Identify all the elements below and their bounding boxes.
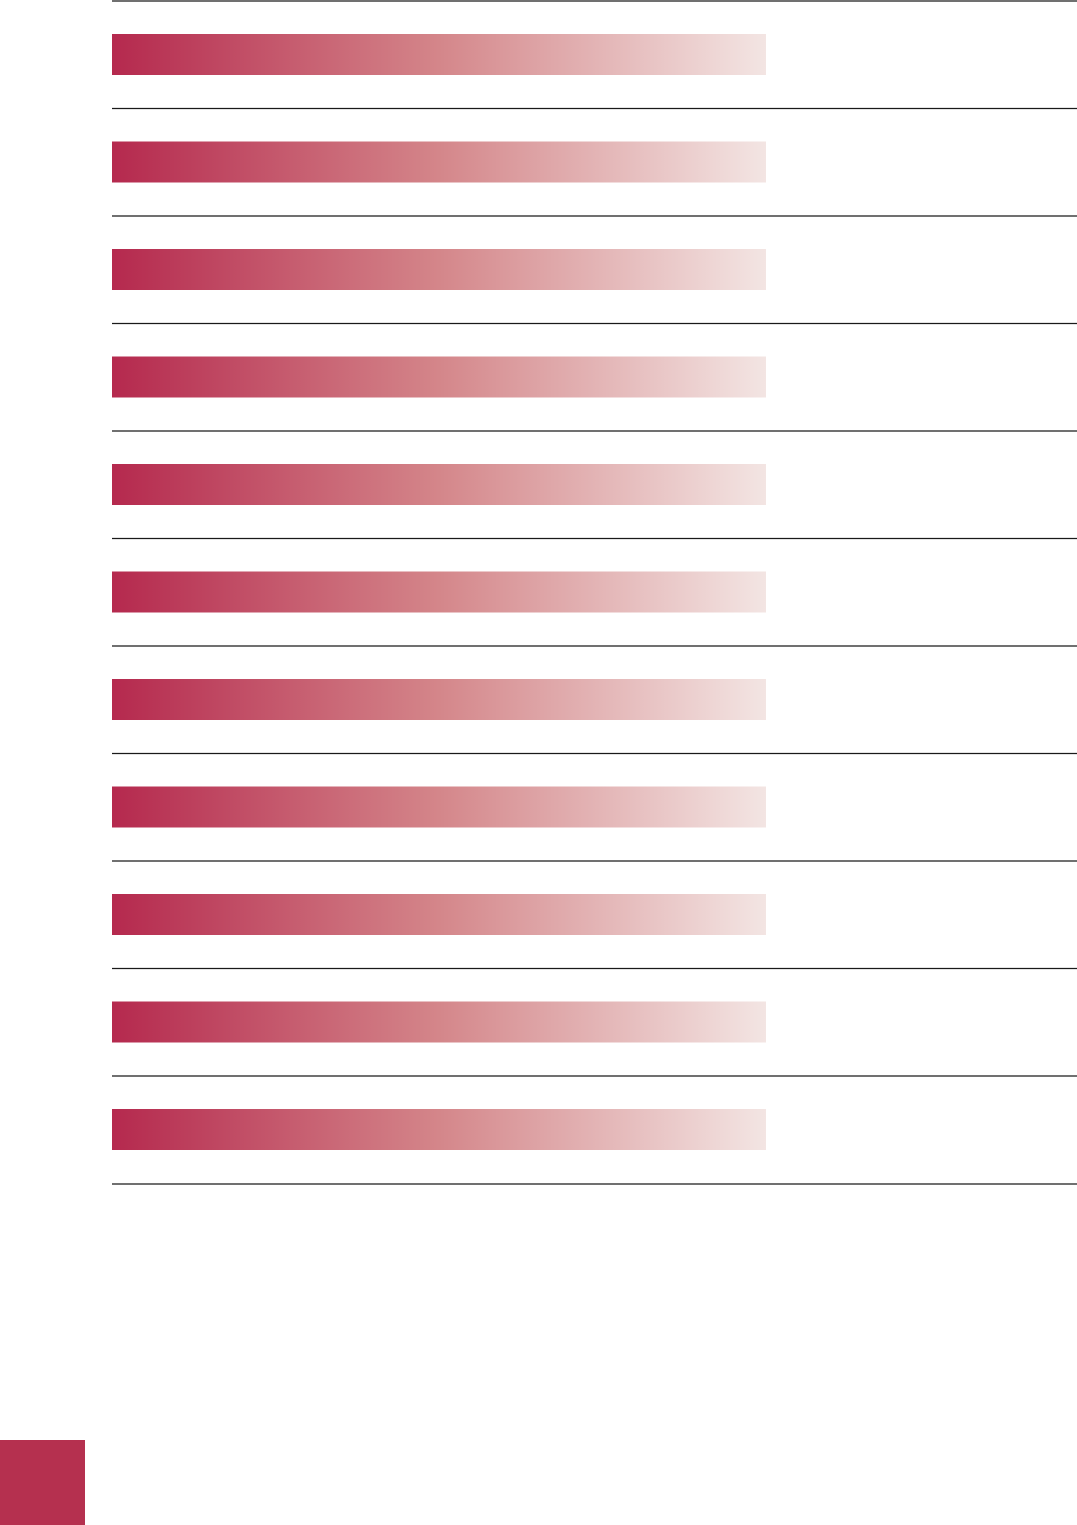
gradient-bar: [112, 786, 766, 828]
page-tab-block: [0, 1440, 85, 1525]
gradient-bar: [112, 34, 766, 75]
gradient-bar: [112, 1001, 766, 1043]
gradient-bar: [112, 141, 766, 183]
gradient-bar: [112, 571, 766, 613]
gradient-bar: [112, 464, 766, 505]
gradient-bar: [112, 1109, 766, 1150]
gradient-bar: [112, 249, 766, 290]
gradient-bar: [112, 679, 766, 720]
gradient-bar: [112, 356, 766, 398]
gradient-bar: [112, 894, 766, 935]
rows: [112, 0, 1077, 1185]
